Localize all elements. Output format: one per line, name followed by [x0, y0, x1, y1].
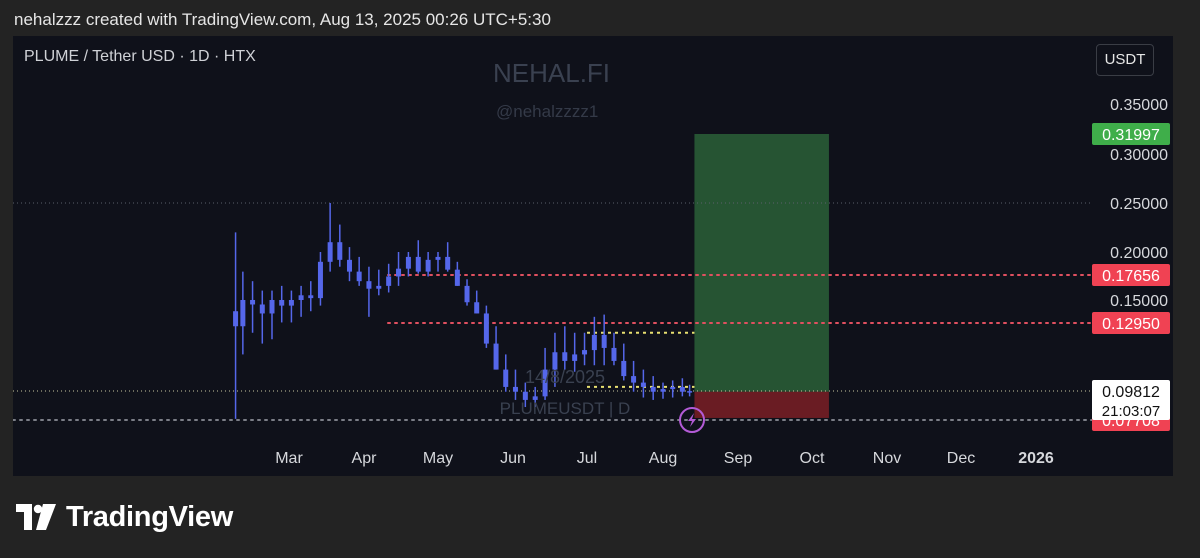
- candle-body: [631, 376, 637, 383]
- candle-body: [650, 386, 656, 392]
- candle-body: [601, 334, 607, 348]
- x-tick-label: 2026: [1018, 450, 1054, 467]
- candle-body: [591, 334, 597, 351]
- candle-body: [464, 285, 470, 303]
- currency-button[interactable]: USDT: [1096, 44, 1154, 76]
- candle-body: [483, 313, 489, 344]
- countdown-label: 21:03:07: [1102, 403, 1160, 420]
- tradingview-logo-icon: [16, 504, 56, 530]
- candle-body: [233, 311, 239, 327]
- candle-body: [386, 276, 392, 286]
- candle-body: [454, 269, 460, 286]
- x-tick-label: Jul: [577, 450, 597, 467]
- candle-body: [356, 271, 362, 282]
- x-tick-label: Mar: [275, 450, 303, 467]
- candle-body: [376, 285, 382, 289]
- brand-name: TradingView: [66, 500, 233, 533]
- candle-body: [640, 382, 646, 387]
- x-tick-label: Apr: [352, 450, 378, 467]
- candle-body: [522, 391, 528, 400]
- x-tick-label: May: [423, 450, 453, 467]
- candle-body: [552, 352, 558, 370]
- candle-body: [562, 352, 568, 361]
- candle-body: [327, 242, 333, 262]
- chart-attribution: nehalzzz created with TradingView.com, A…: [14, 10, 551, 29]
- candle-body: [405, 256, 411, 269]
- x-tick-label: Nov: [873, 450, 901, 467]
- candle-body: [435, 256, 441, 260]
- candle-body: [660, 389, 666, 392]
- price-label: 0.17656: [1102, 268, 1160, 285]
- price-label: 0.31997: [1102, 127, 1160, 144]
- lightning-icon-bolt: [688, 413, 696, 427]
- candle-body: [288, 300, 294, 306]
- candle-body: [259, 304, 265, 314]
- candle-body: [445, 256, 451, 270]
- stop-zone: [694, 391, 829, 418]
- candle-body: [542, 369, 548, 397]
- watermark-name: NEHAL.FI: [493, 58, 611, 88]
- watermark-handle: @nehalzzzz1: [496, 102, 599, 121]
- candle-body: [279, 300, 285, 306]
- candle-body: [582, 350, 588, 355]
- lightning-icon-ring: [679, 407, 705, 433]
- x-tick-label: Jun: [500, 450, 526, 467]
- candle-body: [532, 396, 538, 400]
- candle-body: [308, 295, 314, 299]
- candle-body: [572, 354, 578, 361]
- candle-body: [250, 300, 256, 305]
- watermark-date: 14/8/2025: [525, 367, 605, 387]
- price-label-bg: [1092, 312, 1170, 334]
- target-zone: [694, 134, 829, 392]
- y-tick-label: 0.35000: [1110, 97, 1168, 114]
- symbol-title[interactable]: PLUME / Tether USD · 1D · HTX: [24, 48, 256, 65]
- watermark-symbol: PLUMEUSDT | D: [500, 399, 631, 418]
- current-price-label-bg: [1092, 380, 1170, 420]
- candle-body: [298, 295, 304, 300]
- price-chart[interactable]: 14/8/2025 PLUMEUSDT | D 0.35000 0.30000 0.25…: [13, 36, 1173, 476]
- candle-body: [269, 300, 275, 314]
- candle-body: [493, 343, 499, 370]
- lightning-icon: [679, 407, 705, 433]
- candle-body: [687, 391, 693, 393]
- candle-body: [240, 300, 246, 327]
- y-tick-label: 0.15000: [1110, 293, 1168, 310]
- candle-body: [415, 256, 421, 272]
- candle-body: [503, 369, 509, 387]
- candle-body: [679, 386, 685, 392]
- y-tick-label: 0.20000: [1110, 245, 1168, 262]
- chart-panel[interactable]: PLUME / Tether USD · 1D · HTX USDT NEHAL…: [13, 36, 1173, 476]
- price-label-bg: [1092, 264, 1170, 286]
- candle-body: [346, 259, 352, 272]
- x-tick-label: Aug: [649, 450, 677, 467]
- x-tick-label: Oct: [800, 450, 825, 467]
- x-tick-label: Sep: [724, 450, 753, 467]
- candle-body: [621, 360, 627, 377]
- y-tick-label: 0.30000: [1110, 147, 1168, 164]
- candle-body: [425, 259, 431, 272]
- price-label: 0.12950: [1102, 316, 1160, 333]
- y-tick-label: 0.25000: [1110, 196, 1168, 213]
- price-label-bg: [1092, 123, 1170, 145]
- current-price-label: 0.09812: [1102, 384, 1160, 401]
- x-tick-label: Dec: [947, 450, 975, 467]
- tradingview-logo[interactable]: TradingView: [16, 500, 233, 534]
- candle-body: [611, 347, 617, 361]
- candle-body: [670, 386, 676, 390]
- candle-body: [317, 261, 323, 299]
- candle-body: [396, 268, 402, 277]
- candle-body: [366, 281, 372, 289]
- candle-body: [337, 242, 343, 260]
- candle-body: [512, 386, 518, 392]
- candle-body: [474, 302, 480, 314]
